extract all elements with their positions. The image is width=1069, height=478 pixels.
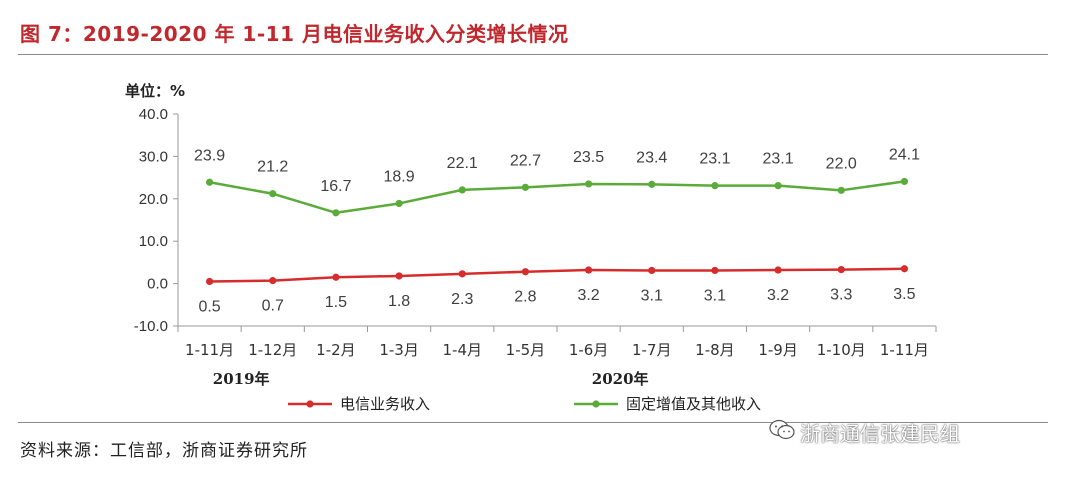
data-point [205, 178, 214, 186]
data-label: 21.2 [257, 159, 288, 176]
data-label: 23.1 [699, 151, 730, 168]
x-tick-label: 1-6月 [569, 341, 609, 359]
data-point [774, 266, 782, 274]
data-point [521, 183, 530, 191]
data-label: 22.7 [510, 152, 541, 169]
data-label: 16.7 [320, 178, 351, 195]
legend-swatch-marker [592, 400, 600, 408]
data-label: 23.4 [636, 149, 667, 166]
x-tick-label: 1-11月 [185, 341, 234, 359]
x-tick-label: 1-10月 [817, 341, 866, 359]
series-line [209, 267, 905, 283]
y-tick-label: 20.0 [139, 191, 168, 208]
chart-legend: 电信业务收入 固定增值及其他收入 [288, 395, 761, 413]
legend-swatch-marker [306, 400, 314, 408]
data-point [837, 266, 845, 274]
data-point [269, 190, 277, 198]
x-tick-label: 1-4月 [443, 341, 483, 359]
data-point [900, 177, 909, 186]
legend-label: 电信业务收入 [340, 395, 430, 413]
data-label: 23.1 [763, 151, 794, 168]
data-point [648, 180, 656, 188]
data-point [584, 266, 593, 274]
data-point [269, 277, 277, 285]
wechat-icon [769, 419, 795, 440]
data-label: 3.1 [641, 287, 663, 304]
data-label: 23.5 [573, 149, 604, 166]
chart-axes: 40.0 30.0 20.0 10.0 0.0 -10.0 1-11月 1-12月 1-2月 1-… [134, 106, 937, 388]
data-point [711, 182, 719, 190]
data-point [332, 273, 340, 281]
data-label: 22.1 [447, 155, 478, 172]
data-label: 23.9 [194, 147, 225, 164]
bottom-divider [18, 422, 1048, 423]
data-point [774, 182, 782, 190]
y-tick-label: 30.0 [139, 148, 168, 165]
x-tick-label: 1-2月 [316, 341, 356, 359]
data-point [395, 272, 403, 280]
y-tick-label: 40.0 [139, 106, 168, 123]
data-label: 0.5 [198, 298, 220, 315]
data-point [648, 266, 656, 275]
data-point [458, 186, 466, 194]
series-line [209, 180, 905, 215]
x-tick-label: 1-5月 [506, 341, 546, 359]
x-tick-label: 1-7月 [632, 341, 672, 359]
top-divider [18, 54, 1048, 55]
year-label: 2020年 [592, 370, 649, 388]
x-tick-label: 1-3月 [379, 341, 419, 359]
data-label: 2.8 [514, 289, 536, 306]
data-label: 24.1 [889, 146, 920, 163]
data-label: 22.0 [826, 155, 857, 172]
x-tick-label: 1-12月 [248, 341, 297, 359]
data-point [584, 180, 593, 188]
data-point [521, 268, 530, 276]
x-tick-label: 1-9月 [758, 341, 798, 359]
data-label: 3.1 [704, 287, 726, 304]
legend-label: 固定增值及其他收入 [626, 395, 761, 413]
data-label: 3.2 [577, 287, 599, 304]
line-chart: 单位：% 40.0 30.0 20.0 10.0 0.0 -10.0 1-11月 1-12月 1… [125, 82, 937, 413]
chart-series: 0.5 0.7 1.5 1.8 2.3 2.8 3.2 3.1 3.1 3.2 3.3 3.5 23.9… [194, 146, 920, 315]
data-label: 3.2 [767, 287, 789, 304]
watermark-text: 浙商通信张建民组 [800, 422, 960, 446]
data-point [205, 277, 214, 286]
data-label: 18.9 [384, 168, 415, 185]
series-group: 23.9 21.2 16.7 18.9 22.1 22.7 23.5 23.4 23.1 23.1… [194, 146, 920, 217]
x-tick-label: 1-8月 [695, 341, 735, 359]
figure-title: 图 7：2019-2020 年 1-11 月电信业务收入分类增长情况 [20, 22, 569, 46]
data-label: 2.3 [451, 291, 473, 308]
y-tick-label: -10.0 [134, 318, 168, 335]
data-point [332, 209, 340, 217]
data-point [395, 199, 403, 208]
data-point [837, 186, 845, 194]
x-tick-label: 1-11月 [880, 341, 929, 359]
data-label: 3.5 [893, 286, 915, 303]
year-label: 2019年 [213, 370, 270, 388]
unit-label: 单位：% [125, 82, 185, 100]
data-point [711, 266, 719, 275]
y-tick-label: 10.0 [139, 233, 168, 250]
data-point [900, 265, 909, 273]
data-label: 1.5 [325, 294, 347, 311]
data-label: 1.8 [388, 293, 410, 310]
series-group: 0.5 0.7 1.5 1.8 2.3 2.8 3.2 3.1 3.1 3.2 3.3 3.5 [198, 265, 916, 315]
y-tick-label: 0.0 [147, 276, 168, 293]
source-note: 资料来源：工信部，浙商证券研究所 [20, 441, 308, 461]
data-label: 3.3 [830, 287, 852, 304]
data-label: 0.7 [262, 298, 284, 315]
data-point [458, 270, 466, 278]
